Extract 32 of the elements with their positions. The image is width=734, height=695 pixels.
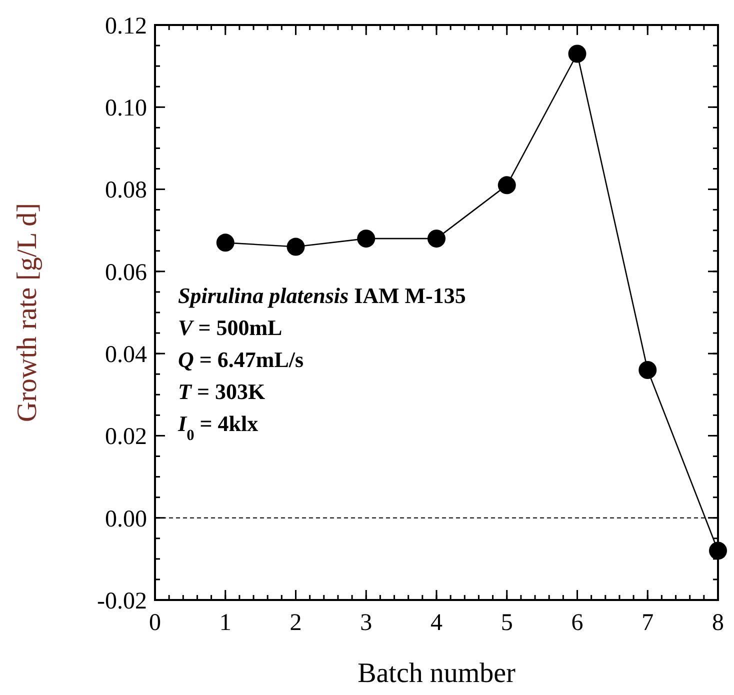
x-tick-label: 3: [360, 610, 372, 636]
x-tick-label: 4: [430, 610, 442, 636]
y-tick-label: 0.08: [105, 178, 147, 204]
x-axis-title: Batch number: [358, 658, 516, 689]
x-tick-label: 8: [712, 610, 724, 636]
point: [428, 230, 446, 248]
x-tick-label: 7: [642, 610, 654, 636]
annotation: Spirulina platensis IAM M-135: [178, 283, 466, 308]
x-tick-label: 0: [149, 610, 161, 636]
annotation: V = 500mL: [178, 315, 282, 340]
x-tick-label: 5: [500, 610, 513, 636]
point: [709, 542, 727, 560]
x-tick-label: 1: [219, 610, 232, 636]
point: [216, 234, 234, 252]
annotation: T = 303K: [178, 379, 266, 404]
annotation: Q = 6.47mL/s: [178, 347, 304, 372]
point: [357, 230, 376, 248]
point: [638, 361, 657, 379]
y-tick-label: 0.02: [105, 424, 147, 450]
y-tick-label: 0.10: [105, 96, 147, 122]
point: [498, 176, 516, 194]
y-tick-label: 0.04: [105, 342, 147, 368]
x-tick-label: 6: [571, 610, 584, 636]
y-tick-label: 0.12: [105, 13, 147, 40]
y-tick-label: 0.06: [105, 260, 147, 286]
point: [286, 238, 305, 256]
y-tick-label: 0.00: [105, 506, 147, 532]
point: [568, 44, 586, 63]
annotation: I$_{0}$ = 4klx: [177, 411, 258, 444]
y-axis-title: Growth rate [g/L d]: [12, 203, 43, 422]
y-tick-label: -0.02: [97, 588, 147, 614]
x-tick-label: 2: [290, 610, 302, 636]
